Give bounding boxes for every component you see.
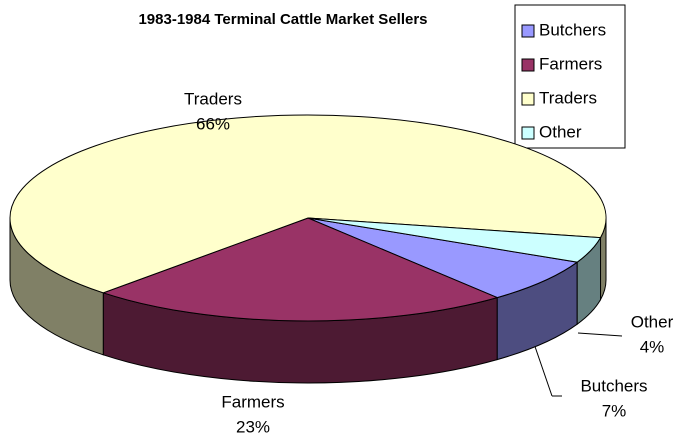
legend-label: Other (539, 122, 582, 141)
legend-label: Butchers (539, 20, 606, 39)
slice (307, 217, 579, 299)
slice-label: Farmers (221, 392, 284, 411)
legend-swatch (521, 24, 535, 38)
legend-label: Farmers (539, 54, 602, 73)
slice-label: Butchers (580, 376, 647, 395)
slice-value-label: 4% (640, 337, 665, 356)
legend-swatch (521, 58, 535, 72)
legend-swatch (521, 126, 535, 140)
slice (307, 217, 602, 263)
slice-value-label: 66% (196, 114, 230, 133)
slice-label: Other (631, 312, 674, 331)
slice (101, 217, 499, 322)
chart-title: 1983-1984 Terminal Cattle Market Sellers (138, 11, 427, 28)
legend-label: Traders (539, 88, 597, 107)
slice-label: Traders (184, 89, 242, 108)
slice (9, 114, 607, 294)
legend-swatch (521, 92, 535, 106)
leader-line (577, 332, 623, 337)
slice-value-label: 23% (236, 417, 270, 436)
slice-value-label: 7% (602, 401, 627, 420)
